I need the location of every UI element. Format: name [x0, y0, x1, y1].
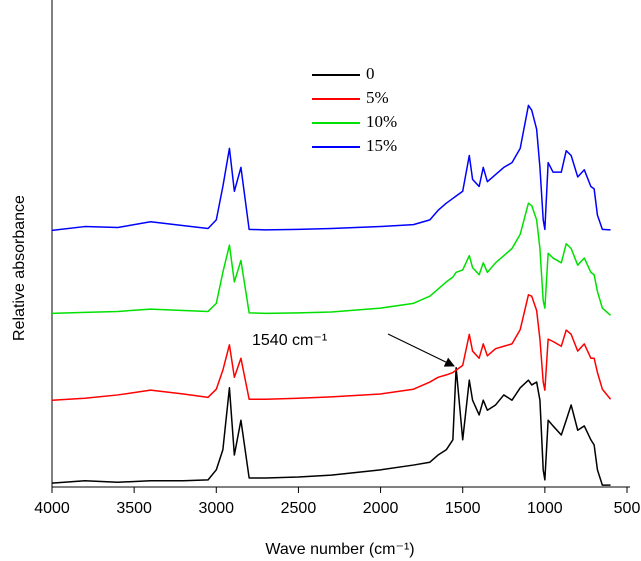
- x-tick-label: 4000: [34, 500, 70, 517]
- x-tick-label: 3000: [198, 500, 234, 517]
- annotation: 1540 cm⁻¹: [252, 332, 327, 349]
- x-axis-label: Wave number (cm⁻¹): [265, 541, 414, 558]
- x-tick-label: 2500: [281, 500, 317, 517]
- x-tick-label: 500: [614, 500, 641, 517]
- spectrum-line: [51, 104, 611, 232]
- legend-label: 0: [366, 64, 375, 83]
- y-axis-label: Relative absorbance: [11, 195, 28, 341]
- x-tick-label: 1000: [527, 500, 563, 517]
- x-tick-label: 2000: [363, 500, 399, 517]
- annotation-arrow: [387, 333, 455, 367]
- spectrum-line: [51, 294, 612, 401]
- legend-label: 5%: [366, 88, 389, 107]
- x-tick-label: 1500: [445, 500, 481, 517]
- legend-label: 15%: [366, 136, 397, 155]
- x-tick-label: 3500: [116, 500, 152, 517]
- legend-label: 10%: [366, 112, 397, 131]
- spectrum-line: [51, 202, 612, 316]
- spectrum-line: [51, 367, 611, 486]
